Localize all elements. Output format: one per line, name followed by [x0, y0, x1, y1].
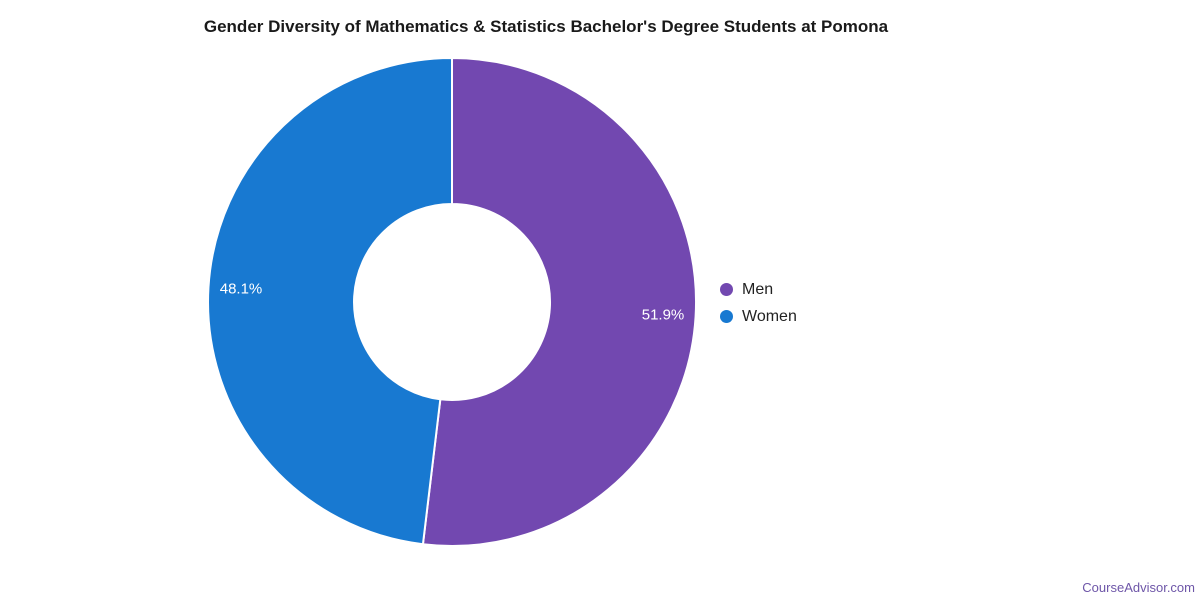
- pie-slice-men[interactable]: [421, 56, 698, 547]
- pie-slice-women[interactable]: [207, 56, 453, 546]
- donut-slices: [207, 56, 698, 547]
- legend-item-men[interactable]: Men: [720, 276, 797, 303]
- legend: Men Women: [720, 276, 797, 330]
- legend-item-label: Women: [742, 307, 797, 325]
- legend-marker-women: [720, 310, 733, 323]
- chart-title: Gender Diversity of Mathematics & Statis…: [203, 17, 889, 36]
- legend-item-women[interactable]: Women: [720, 303, 797, 330]
- legend-marker-men: [720, 283, 733, 296]
- legend-item-label: Men: [742, 280, 774, 298]
- slice-label-men: 51.9%: [641, 306, 685, 324]
- courseadvisor-link[interactable]: CourseAdvisor.com: [1082, 580, 1195, 595]
- slice-label-women: 48.1%: [219, 280, 263, 298]
